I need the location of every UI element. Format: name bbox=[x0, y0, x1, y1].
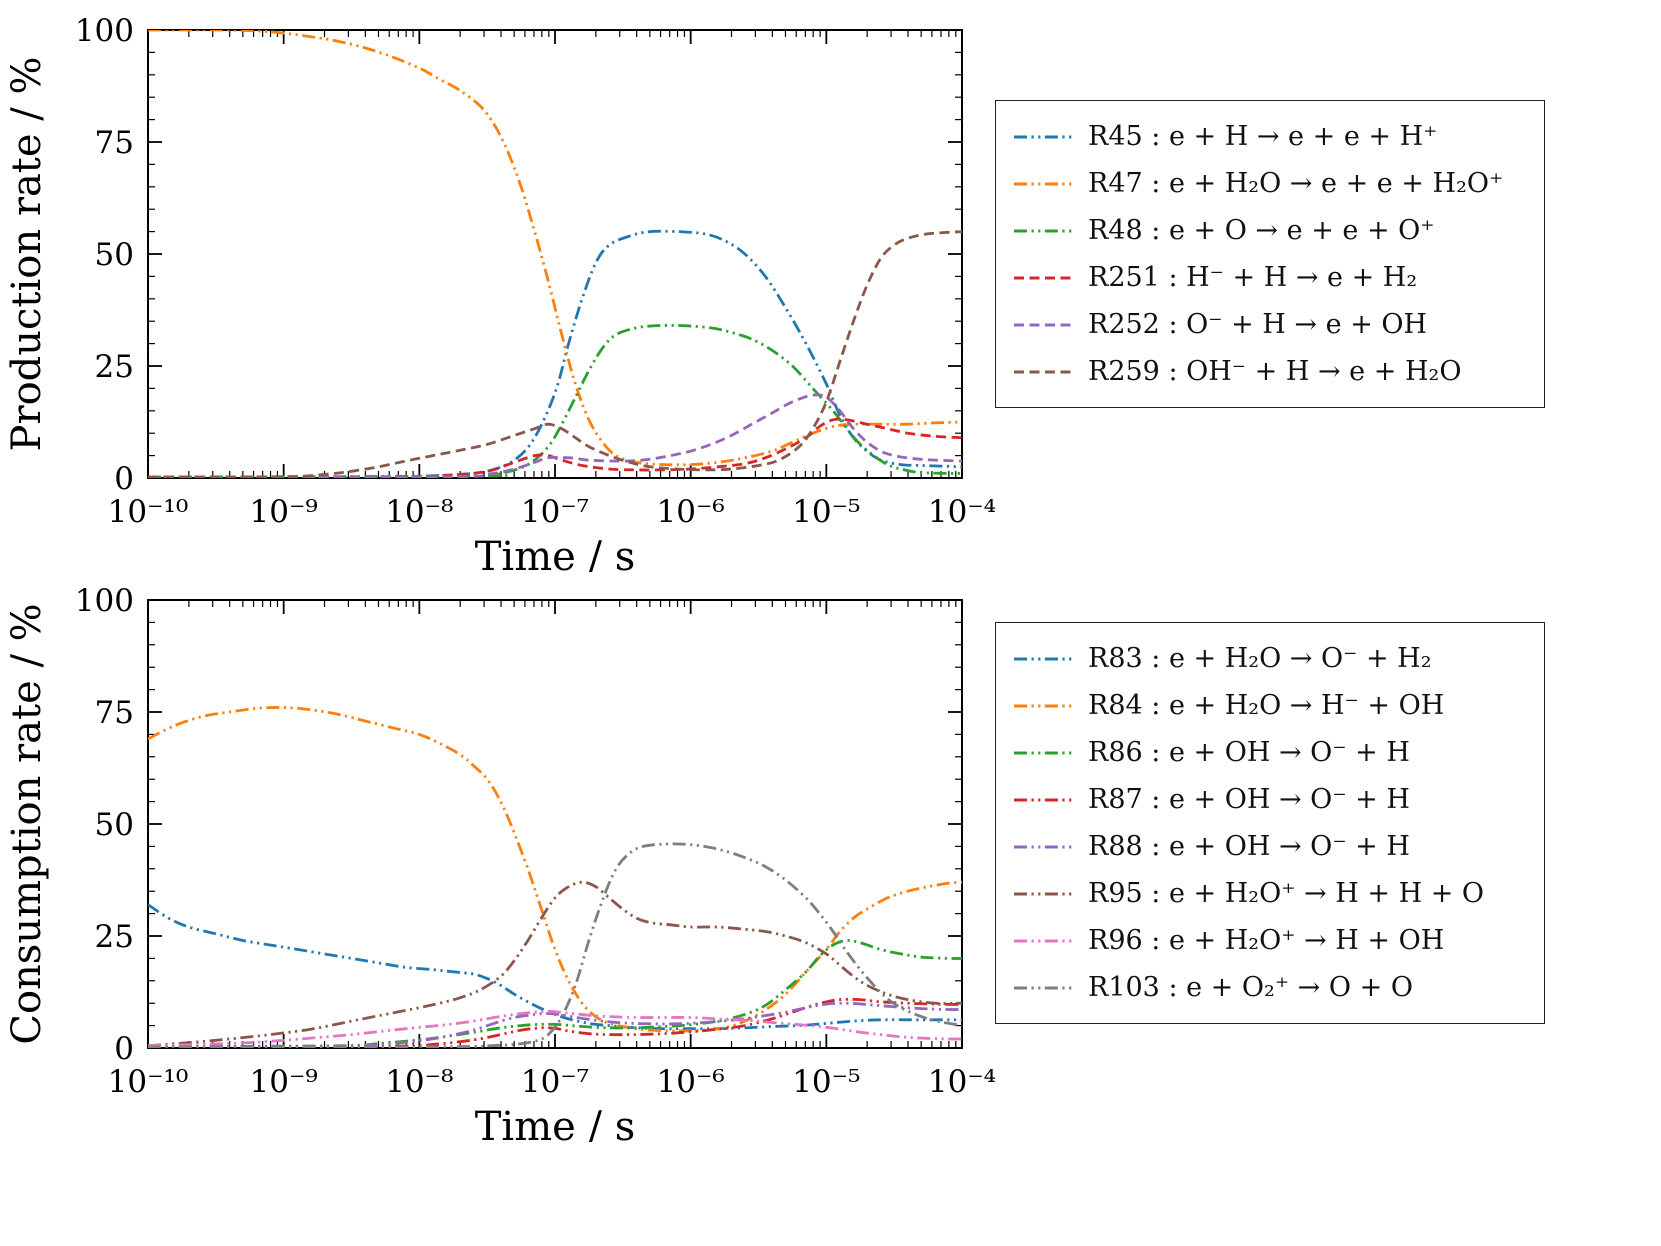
x-tick-label: 10⁻⁷ bbox=[521, 494, 589, 530]
x-tick-label: 10⁻⁵ bbox=[792, 494, 860, 530]
y-tick-label: 25 bbox=[95, 349, 134, 385]
consumption-legend: R83 : e + H₂O → O⁻ + H₂ R84 : e + H₂O → H… bbox=[995, 622, 1545, 1024]
y-tick-label: 50 bbox=[95, 237, 134, 273]
x-tick-label: 10⁻¹⁰ bbox=[108, 1064, 189, 1100]
legend-line-sample bbox=[1014, 135, 1074, 138]
legend-label-R252: R252 : O⁻ + H → e + OH bbox=[1088, 309, 1428, 340]
legend-label-R48: R48 : e + O → e + e + O⁺ bbox=[1088, 215, 1435, 246]
legend-line-sample bbox=[1014, 892, 1074, 895]
x-tick-label: 10⁻⁷ bbox=[521, 1064, 589, 1100]
series-line-R48 bbox=[148, 324, 962, 478]
y-tick-label: 100 bbox=[75, 583, 134, 619]
series-line-R252 bbox=[148, 393, 962, 478]
legend-label-R259: R259 : OH⁻ + H → e + H₂O bbox=[1088, 356, 1462, 387]
legend-label-R45: R45 : e + H → e + e + H⁺ bbox=[1088, 121, 1438, 152]
legend-line-sample bbox=[1014, 845, 1074, 848]
legend-label-R103: R103 : e + O₂⁺ → O + O bbox=[1088, 972, 1413, 1003]
legend-label-R83: R83 : e + H₂O → O⁻ + H₂ bbox=[1088, 643, 1432, 674]
legend-item-R96: R96 : e + H₂O⁺ → H + OH bbox=[1012, 917, 1528, 964]
series-line-R47 bbox=[148, 30, 962, 467]
x-tick-label: 10⁻⁶ bbox=[657, 1064, 725, 1100]
x-tick-label: 10⁻⁴ bbox=[928, 1064, 996, 1100]
y-tick-label: 100 bbox=[75, 13, 134, 49]
plot-frame bbox=[147, 599, 963, 1049]
legend-line-sample bbox=[1014, 370, 1074, 373]
series-line-R259 bbox=[148, 230, 962, 478]
legend-line-sample bbox=[1014, 182, 1074, 185]
x-axis-label: Time / s bbox=[475, 1104, 636, 1142]
x-axis-label: Time / s bbox=[475, 534, 636, 572]
legend-label-R88: R88 : e + OH → O⁻ + H bbox=[1088, 831, 1410, 862]
legend-line-sample bbox=[1014, 276, 1074, 279]
x-tick-label: 10⁻⁵ bbox=[792, 1064, 860, 1100]
y-tick-label: 75 bbox=[95, 695, 134, 731]
legend-line-sample bbox=[1014, 798, 1074, 801]
production-legend: R45 : e + H → e + e + H⁺ R47 : e + H₂O → … bbox=[995, 100, 1545, 408]
legend-item-R251: R251 : H⁻ + H → e + H₂ bbox=[1012, 254, 1528, 301]
y-tick-label: 25 bbox=[95, 919, 134, 955]
legend-item-R83: R83 : e + H₂O → O⁻ + H₂ bbox=[1012, 635, 1528, 682]
x-tick-label: 10⁻⁸ bbox=[385, 494, 453, 530]
x-tick-label: 10⁻⁶ bbox=[657, 494, 725, 530]
consumption-rate-chart: 10⁻¹⁰ 10⁻⁹ 10⁻⁸ 10⁻⁷ 10⁻⁶ 10⁻⁵ 10⁻⁴ 0 25 50 75 100 T… bbox=[4, 583, 996, 1142]
legend-label-R47: R47 : e + H₂O → e + e + H₂O⁺ bbox=[1088, 168, 1504, 199]
y-axis-label: Production rate / % bbox=[4, 57, 50, 452]
legend-item-R47: R47 : e + H₂O → e + e + H₂O⁺ bbox=[1012, 160, 1528, 207]
y-tick-label: 50 bbox=[95, 807, 134, 843]
series-line-R86 bbox=[148, 939, 962, 1048]
series-line-R45 bbox=[148, 229, 962, 478]
x-tick-label: 10⁻⁹ bbox=[250, 494, 318, 530]
axis-ticks bbox=[147, 599, 963, 1049]
y-tick-label: 0 bbox=[114, 1031, 134, 1067]
legend-line-sample bbox=[1014, 939, 1074, 942]
y-tick-label: 75 bbox=[95, 125, 134, 161]
legend-item-R86: R86 : e + OH → O⁻ + H bbox=[1012, 729, 1528, 776]
legend-item-R48: R48 : e + O → e + e + O⁺ bbox=[1012, 207, 1528, 254]
legend-label-R87: R87 : e + OH → O⁻ + H bbox=[1088, 784, 1410, 815]
legend-label-R86: R86 : e + OH → O⁻ + H bbox=[1088, 737, 1410, 768]
legend-label-R84: R84 : e + H₂O → H⁻ + OH bbox=[1088, 690, 1445, 721]
x-tick-label: 10⁻⁹ bbox=[250, 1064, 318, 1100]
legend-item-R95: R95 : e + H₂O⁺ → H + H + O bbox=[1012, 870, 1528, 917]
series-line-R96 bbox=[148, 1009, 962, 1048]
legend-item-R103: R103 : e + O₂⁺ → O + O bbox=[1012, 964, 1528, 1011]
legend-item-R252: R252 : O⁻ + H → e + OH bbox=[1012, 301, 1528, 348]
y-tick-label: 0 bbox=[114, 461, 134, 497]
x-tick-label: 10⁻⁸ bbox=[385, 1064, 453, 1100]
y-axis-label: Consumption rate / % bbox=[4, 603, 50, 1044]
legend-item-R45: R45 : e + H → e + e + H⁺ bbox=[1012, 113, 1528, 160]
plot-frame bbox=[147, 29, 963, 479]
legend-label-R251: R251 : H⁻ + H → e + H₂ bbox=[1088, 262, 1418, 293]
legend-line-sample bbox=[1014, 704, 1074, 707]
legend-line-sample bbox=[1014, 323, 1074, 326]
legend-item-R88: R88 : e + OH → O⁻ + H bbox=[1012, 823, 1528, 870]
series-line-R83 bbox=[148, 903, 962, 1031]
series-line-R103 bbox=[148, 842, 962, 1048]
series-line-R87 bbox=[148, 997, 962, 1048]
series-line-R84 bbox=[148, 706, 962, 1033]
legend-label-R95: R95 : e + H₂O⁺ → H + H + O bbox=[1088, 878, 1485, 909]
x-tick-label: 10⁻⁴ bbox=[928, 494, 996, 530]
legend-item-R259: R259 : OH⁻ + H → e + H₂O bbox=[1012, 348, 1528, 395]
series-line-R95 bbox=[148, 880, 962, 1048]
legend-line-sample bbox=[1014, 229, 1074, 232]
series-line-R88 bbox=[148, 1001, 962, 1048]
legend-line-sample bbox=[1014, 657, 1074, 660]
production-rate-chart: 10⁻¹⁰ 10⁻⁹ 10⁻⁸ 10⁻⁷ 10⁻⁶ 10⁻⁵ 10⁻⁴ 0 25 50 75 100 T… bbox=[4, 13, 996, 572]
legend-item-R84: R84 : e + H₂O → H⁻ + OH bbox=[1012, 682, 1528, 729]
legend-item-R87: R87 : e + OH → O⁻ + H bbox=[1012, 776, 1528, 823]
legend-line-sample bbox=[1014, 751, 1074, 754]
legend-label-R96: R96 : e + H₂O⁺ → H + OH bbox=[1088, 925, 1445, 956]
x-tick-label: 10⁻¹⁰ bbox=[108, 494, 189, 530]
legend-line-sample bbox=[1014, 986, 1074, 989]
